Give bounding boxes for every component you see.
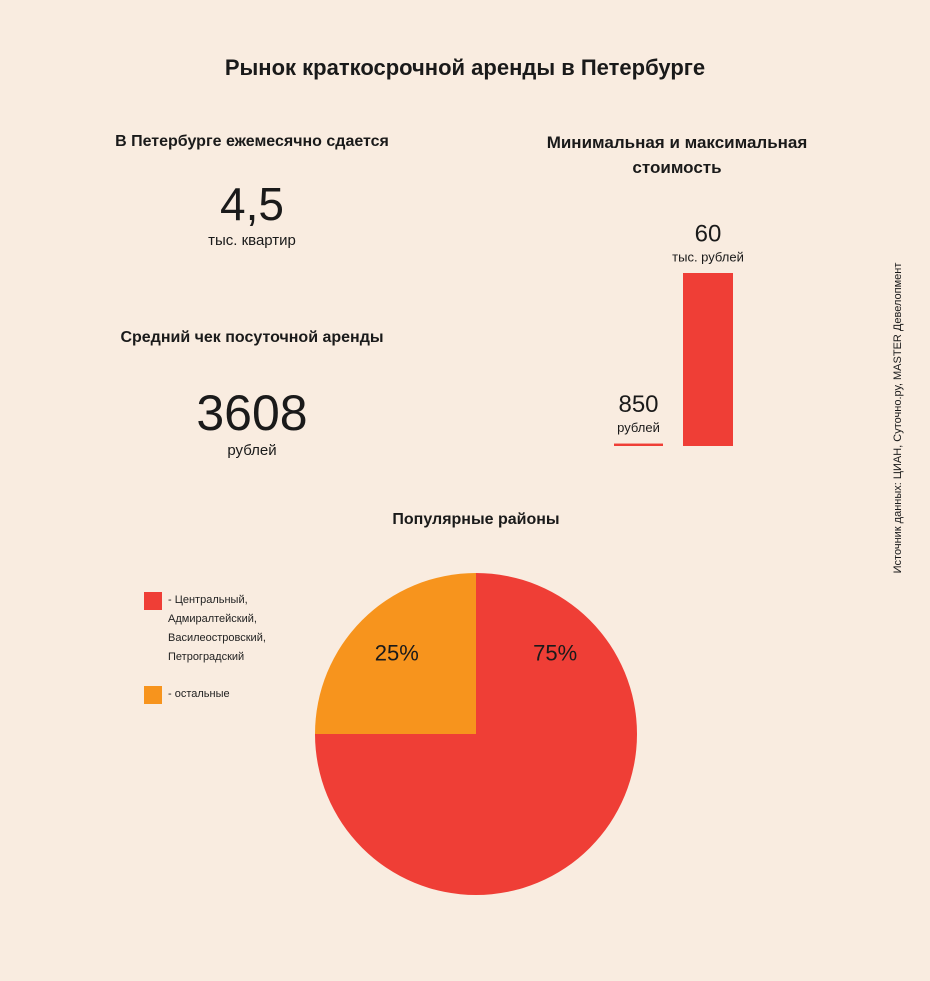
bar (614, 443, 663, 446)
slice-label: 75% (533, 641, 577, 666)
value-label: 60 (695, 220, 722, 247)
unit-label: рублей (617, 420, 660, 435)
page-title: Рынок краткосрочной аренды в Петербурге (225, 55, 705, 80)
bar-title: Минимальная и максимальная стоимость (546, 133, 808, 177)
unit-label: тыс. рублей (672, 249, 744, 264)
stat-unit: тыс. квартир (208, 232, 296, 249)
legend-label: - остальные (168, 688, 230, 700)
legend-swatch (144, 592, 162, 610)
bar (683, 273, 733, 446)
stat-value: 4,5 (220, 178, 284, 230)
legend-swatch (144, 686, 162, 704)
pie-title: Популярные районы (392, 511, 559, 528)
source-note: Источник данных: ЦИАН, Суточно.ру, MASTE… (892, 263, 904, 574)
stat-heading: В Петербурге ежемесячно сдается (115, 133, 389, 150)
slice-label: 25% (375, 641, 419, 666)
pie-slice (315, 573, 476, 734)
stat-unit: рублей (227, 442, 276, 459)
stat-value: 3608 (196, 385, 307, 441)
stat-heading: Средний чек посуточной аренды (120, 329, 383, 346)
legend-label: - Центральный, Адмиралтейский, Василеост… (168, 594, 266, 663)
value-label: 850 (618, 391, 658, 418)
